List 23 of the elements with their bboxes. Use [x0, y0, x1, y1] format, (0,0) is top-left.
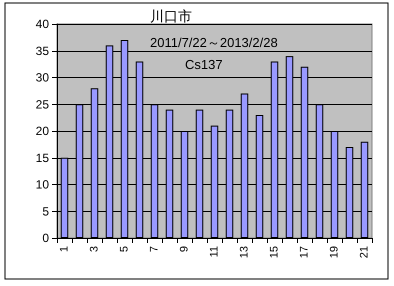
x-tick-label: 11: [208, 246, 220, 258]
chart-title: 川口市: [150, 8, 192, 24]
x-tick-label: 7: [148, 246, 160, 252]
y-tick-label: 35: [36, 44, 50, 58]
x-tick-label: 9: [178, 246, 190, 252]
x-tick-label: 19: [328, 246, 340, 258]
y-tick-label: 20: [36, 124, 50, 138]
x-tick-label: 15: [268, 246, 280, 258]
y-tick-label: 5: [42, 204, 50, 218]
y-tick-label: 0: [42, 231, 50, 245]
annotation: Cs137: [185, 57, 223, 72]
x-tick-label: 5: [118, 246, 130, 252]
x-tick-label: 13: [238, 246, 250, 258]
y-tick-label: 25: [36, 97, 50, 112]
x-tick-label: 21: [358, 246, 370, 258]
x-tick-label: 3: [88, 246, 100, 252]
y-tick-label: 15: [36, 150, 50, 165]
y-tick-label: 10: [36, 178, 50, 192]
x-tick-label: 17: [298, 246, 310, 258]
y-tick-label: 40: [36, 17, 50, 31]
y-tick-label: 30: [36, 70, 50, 84]
text: 2011/7/22～2013/2/28: [150, 35, 278, 50]
x-tick-label: 1: [58, 246, 70, 252]
